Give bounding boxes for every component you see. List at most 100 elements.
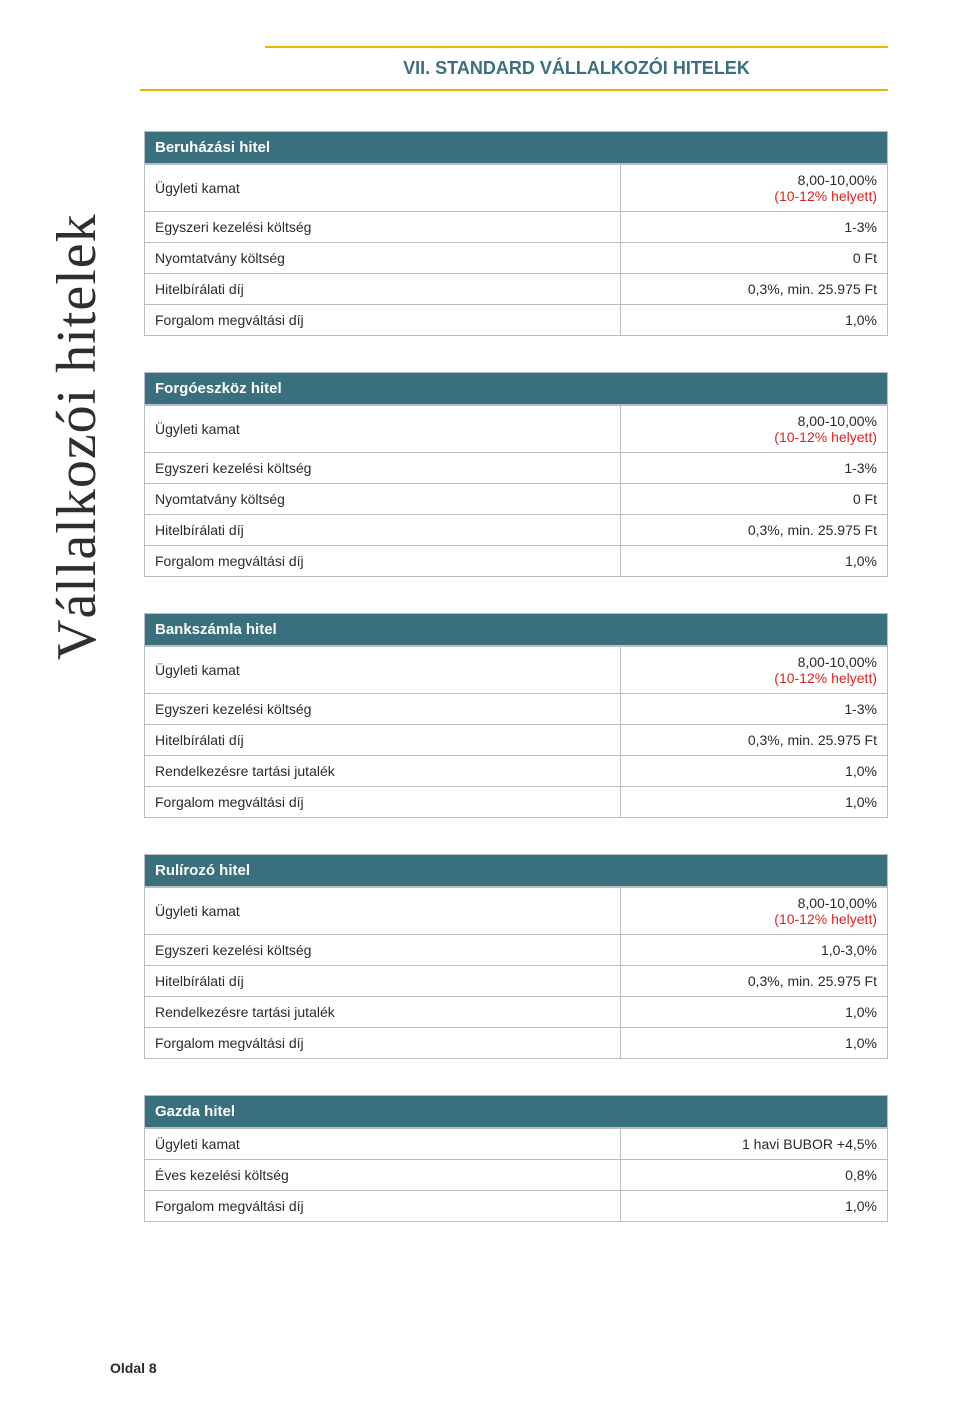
row-label: Hitelbírálati díj bbox=[145, 274, 621, 305]
card-table: Ügyleti kamat 8,00-10,00%(10-12% helyett)… bbox=[144, 164, 888, 336]
row-label: Hitelbírálati díj bbox=[145, 725, 621, 756]
value-text: 1 havi BUBOR +4,5% bbox=[742, 1136, 877, 1152]
table-row: Hitelbírálati díj 0,3%, min. 25.975 Ft bbox=[145, 725, 888, 756]
value-text: 0,3%, min. 25.975 Ft bbox=[748, 522, 877, 538]
table-row: Hitelbírálati díj 0,3%, min. 25.975 Ft bbox=[145, 274, 888, 305]
row-label: Rendelkezésre tartási jutalék bbox=[145, 756, 621, 787]
card-table: Ügyleti kamat 8,00-10,00%(10-12% helyett)… bbox=[144, 887, 888, 1059]
table-row: Rendelkezésre tartási jutalék 1,0% bbox=[145, 756, 888, 787]
row-label: Ügyleti kamat bbox=[145, 1129, 621, 1160]
row-label: Egyszeri kezelési költség bbox=[145, 935, 621, 966]
table-row: Egyszeri kezelési költség 1-3% bbox=[145, 453, 888, 484]
card-header: Bankszámla hitel bbox=[144, 613, 888, 646]
row-value: 1-3% bbox=[620, 453, 887, 484]
row-value: 0,3%, min. 25.975 Ft bbox=[620, 966, 887, 997]
value-text: 1,0% bbox=[845, 1004, 877, 1020]
row-value: 1,0% bbox=[620, 756, 887, 787]
table-row: Nyomtatvány költség 0 Ft bbox=[145, 484, 888, 515]
table-row: Forgalom megváltási díj1,0% bbox=[145, 305, 888, 336]
card: Gazda hitelÜgyleti kamat 1 havi BUBOR +4,… bbox=[144, 1095, 888, 1222]
row-label: Egyszeri kezelési költség bbox=[145, 694, 621, 725]
value-text: 1,0% bbox=[845, 794, 877, 810]
row-label: Forgalom megváltási díj bbox=[145, 546, 621, 577]
row-value: 1,0-3,0% bbox=[620, 935, 887, 966]
value-text: 1,0-3,0% bbox=[821, 942, 877, 958]
value-subtext: (10-12% helyett) bbox=[774, 670, 877, 686]
table-row: Egyszeri kezelési költség 1,0-3,0% bbox=[145, 935, 888, 966]
page-footer: Oldal 8 bbox=[110, 1360, 157, 1376]
row-value: 1,0% bbox=[620, 787, 887, 818]
card: Beruházási hitelÜgyleti kamat 8,00-10,00%… bbox=[144, 131, 888, 336]
row-value: 0,8% bbox=[620, 1160, 887, 1191]
card-header: Forgóeszköz hitel bbox=[144, 372, 888, 405]
title-bar: VII. STANDARD VÁLLALKOZÓI HITELEK bbox=[140, 46, 888, 91]
card: Bankszámla hitelÜgyleti kamat8,00-10,00%… bbox=[144, 613, 888, 818]
value-text: 8,00-10,00% bbox=[798, 172, 877, 188]
row-label: Forgalom megváltási díj bbox=[145, 1191, 621, 1222]
row-label: Forgalom megváltási díj bbox=[145, 787, 621, 818]
card-header: Rulírozó hitel bbox=[144, 854, 888, 887]
table-row: Forgalom megváltási díj 1,0% bbox=[145, 546, 888, 577]
title-stub bbox=[140, 46, 265, 91]
table-row: Ügyleti kamat 8,00-10,00%(10-12% helyett) bbox=[145, 165, 888, 212]
card: Forgóeszköz hitelÜgyleti kamat8,00-10,00… bbox=[144, 372, 888, 577]
card-table: Ügyleti kamat8,00-10,00%(10-12% helyett)… bbox=[144, 646, 888, 818]
value-text: 1,0% bbox=[845, 1198, 877, 1214]
value-text: 1-3% bbox=[844, 219, 877, 235]
row-value: 1,0% bbox=[620, 1191, 887, 1222]
row-value: 1-3% bbox=[620, 212, 887, 243]
row-value: 0,3%, min. 25.975 Ft bbox=[620, 274, 887, 305]
table-row: Hitelbírálati díj 0,3%, min. 25.975 Ft bbox=[145, 515, 888, 546]
value-subtext: (10-12% helyett) bbox=[774, 188, 877, 204]
row-label: Forgalom megváltási díj bbox=[145, 1028, 621, 1059]
row-label: Ügyleti kamat bbox=[145, 406, 621, 453]
row-value: 8,00-10,00%(10-12% helyett) bbox=[620, 647, 887, 694]
row-value: 1,0% bbox=[620, 305, 887, 336]
row-label: Éves kezelési költség bbox=[145, 1160, 621, 1191]
value-text: 1-3% bbox=[844, 460, 877, 476]
row-value: 0 Ft bbox=[620, 243, 887, 274]
card-header: Gazda hitel bbox=[144, 1095, 888, 1128]
table-row: Rendelkezésre tartási jutalék 1,0% bbox=[145, 997, 888, 1028]
value-text: 0,3%, min. 25.975 Ft bbox=[748, 281, 877, 297]
table-row: Ügyleti kamat8,00-10,00%(10-12% helyett) bbox=[145, 406, 888, 453]
card-header: Beruházási hitel bbox=[144, 131, 888, 164]
value-text: 0,3%, min. 25.975 Ft bbox=[748, 973, 877, 989]
row-value: 8,00-10,00%(10-12% helyett) bbox=[620, 406, 887, 453]
row-label: Egyszeri kezelési költség bbox=[145, 453, 621, 484]
content-area: VII. STANDARD VÁLLALKOZÓI HITELEK Beruhá… bbox=[140, 46, 888, 1258]
card-table: Ügyleti kamat 1 havi BUBOR +4,5% Éves keze… bbox=[144, 1128, 888, 1222]
row-label: Ügyleti kamat bbox=[145, 647, 621, 694]
value-text: 8,00-10,00% bbox=[798, 654, 877, 670]
row-label: Hitelbírálati díj bbox=[145, 966, 621, 997]
row-label: Forgalom megváltási díj bbox=[145, 305, 621, 336]
value-text: 1,0% bbox=[845, 763, 877, 779]
table-row: Hitelbírálati díj 0,3%, min. 25.975 Ft bbox=[145, 966, 888, 997]
row-value: 1,0% bbox=[620, 997, 887, 1028]
value-subtext: (10-12% helyett) bbox=[774, 911, 877, 927]
row-value: 1 havi BUBOR +4,5% bbox=[620, 1129, 887, 1160]
row-label: Nyomtatvány költség bbox=[145, 484, 621, 515]
value-text: 0,3%, min. 25.975 Ft bbox=[748, 732, 877, 748]
value-text: 0 Ft bbox=[853, 491, 877, 507]
table-row: Ügyleti kamat 8,00-10,00%(10-12% helyett) bbox=[145, 888, 888, 935]
row-label: Nyomtatvány költség bbox=[145, 243, 621, 274]
table-row: Egyszeri kezelési költség1-3% bbox=[145, 212, 888, 243]
row-label: Hitelbírálati díj bbox=[145, 515, 621, 546]
table-row: Forgalom megváltási díj 1,0% bbox=[145, 1191, 888, 1222]
value-text: 1-3% bbox=[844, 701, 877, 717]
table-row: Forgalom megváltási díj1,0% bbox=[145, 1028, 888, 1059]
value-text: 8,00-10,00% bbox=[798, 413, 877, 429]
table-row: Éves kezelési költség0,8% bbox=[145, 1160, 888, 1191]
row-value: 0,3%, min. 25.975 Ft bbox=[620, 515, 887, 546]
value-text: 0 Ft bbox=[853, 250, 877, 266]
card: Rulírozó hitelÜgyleti kamat 8,00-10,00%(1… bbox=[144, 854, 888, 1059]
row-label: Ügyleti kamat bbox=[145, 888, 621, 935]
row-label: Rendelkezésre tartási jutalék bbox=[145, 997, 621, 1028]
value-text: 8,00-10,00% bbox=[798, 895, 877, 911]
value-text: 1,0% bbox=[845, 553, 877, 569]
row-value: 0 Ft bbox=[620, 484, 887, 515]
row-value: 0,3%, min. 25.975 Ft bbox=[620, 725, 887, 756]
row-label: Ügyleti kamat bbox=[145, 165, 621, 212]
value-subtext: (10-12% helyett) bbox=[774, 429, 877, 445]
